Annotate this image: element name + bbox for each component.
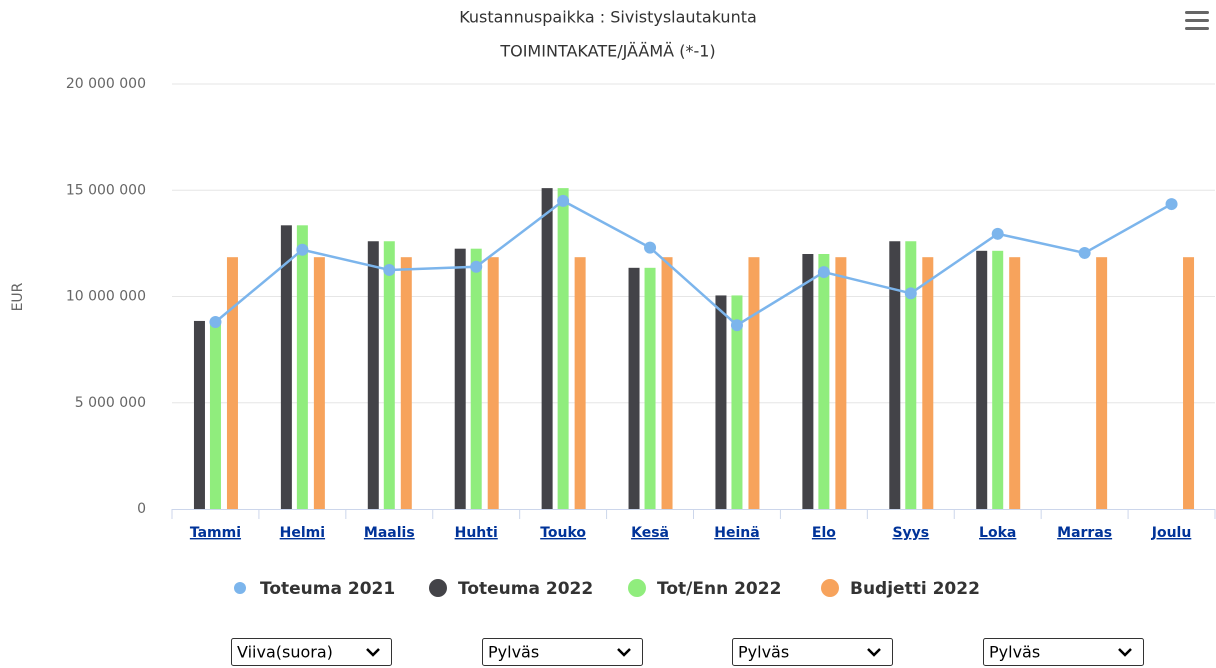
dropdown-value: Pylväs <box>488 643 539 662</box>
legend-label: Budjetti 2022 <box>850 579 980 599</box>
dropdown-chevron <box>1118 648 1132 657</box>
bar <box>1096 257 1108 509</box>
bar <box>992 250 1004 509</box>
bar <box>715 295 727 509</box>
menu-bar <box>1185 27 1209 30</box>
point <box>1165 198 1178 211</box>
x-tick-label[interactable]: Heinä <box>714 525 759 541</box>
x-tick-label[interactable]: Tammi <box>190 525 241 541</box>
dropdown-box <box>983 638 1144 666</box>
bar <box>470 248 482 509</box>
point <box>1078 246 1091 259</box>
x-tick-label[interactable]: Elo <box>812 525 836 541</box>
legend-item[interactable]: Toteuma 2021 <box>234 579 395 599</box>
legend-label: Toteuma 2021 <box>260 579 395 599</box>
bar <box>574 257 586 509</box>
bar <box>835 257 847 509</box>
bar <box>889 241 901 509</box>
dropdown-box <box>482 638 643 666</box>
bar <box>280 225 292 509</box>
y-tick-label: 15 000 000 <box>66 182 146 198</box>
bar <box>193 320 205 509</box>
bar <box>628 267 640 509</box>
line <box>214 199 1173 327</box>
legend-marker <box>234 582 246 594</box>
bar <box>661 257 673 509</box>
bar <box>454 248 466 509</box>
bar <box>802 254 814 509</box>
y-tick-label: 10 000 000 <box>66 289 146 305</box>
point <box>644 241 657 254</box>
bar <box>367 241 379 509</box>
bar <box>557 188 569 509</box>
dropdown-chevron <box>867 648 881 657</box>
dropdown-value: Pylväs <box>738 643 789 662</box>
dropdown-chevron <box>366 648 380 657</box>
dropdown-value: Pylväs <box>989 643 1040 662</box>
x-tick-label[interactable]: Joulu <box>1151 525 1192 541</box>
bar <box>644 267 656 509</box>
legend-label: Tot/Enn 2022 <box>657 579 781 599</box>
point <box>383 263 396 276</box>
bar <box>383 241 395 509</box>
legend-item[interactable]: Toteuma 2022 <box>429 579 593 599</box>
legend-marker <box>628 579 646 597</box>
bar <box>1009 257 1021 509</box>
bar <box>905 241 917 509</box>
chart-subtitle: TOIMINTAKATE/JÄÄMÄ (*-1) <box>499 42 715 61</box>
x-tick-label[interactable]: Syys <box>892 525 929 541</box>
bar <box>818 254 830 509</box>
dropdown[interactable]: Pylväs <box>983 638 1144 666</box>
x-tick-label[interactable]: Helmi <box>280 525 325 541</box>
menu-bar <box>1185 11 1209 14</box>
bar <box>922 257 934 509</box>
legend-item[interactable]: Budjetti 2022 <box>821 579 980 599</box>
bar <box>541 188 553 509</box>
x-tick-label[interactable]: Loka <box>979 525 1016 541</box>
legend-label: Toteuma 2022 <box>458 579 593 599</box>
chart-title: Kustannuspaikka : Sivistyslautakunta <box>459 8 757 27</box>
bar <box>731 295 743 509</box>
point <box>730 319 743 332</box>
bar <box>976 250 988 509</box>
point <box>296 243 309 256</box>
bar <box>748 257 760 509</box>
legend-marker <box>821 579 839 597</box>
legend-item[interactable]: Tot/Enn 2022 <box>628 579 781 599</box>
x-tick-label[interactable]: Maalis <box>364 525 415 541</box>
menu-button[interactable] <box>1185 11 1209 30</box>
bar <box>400 257 412 509</box>
y-axis-label: EUR <box>10 282 26 311</box>
bar <box>296 225 308 509</box>
bar <box>487 257 499 509</box>
bar <box>209 320 221 509</box>
bar <box>1183 257 1195 509</box>
dropdown-chevron <box>617 648 631 657</box>
dropdown-value: Viiva(suora) <box>237 643 333 662</box>
dropdown-box <box>732 638 893 666</box>
x-tick-label[interactable]: Kesä <box>631 525 669 541</box>
x-tick-label[interactable]: Touko <box>540 525 586 541</box>
legend-marker <box>429 579 447 597</box>
dropdown[interactable]: Viiva(suora) <box>231 638 392 666</box>
point <box>470 260 483 273</box>
y-tick-label: 20 000 000 <box>66 76 146 92</box>
x-tick-label[interactable]: Huhti <box>455 525 498 541</box>
y-tick-label: 0 <box>137 501 146 517</box>
y-tick-label: 5 000 000 <box>75 395 146 411</box>
point <box>991 227 1004 240</box>
dropdown-box <box>231 638 392 666</box>
point <box>209 316 222 328</box>
dropdown[interactable]: Pylväs <box>732 638 893 666</box>
x-tick-label[interactable]: Marras <box>1057 525 1112 541</box>
menu-bar <box>1185 19 1209 22</box>
point <box>557 194 570 207</box>
bar <box>313 257 325 509</box>
point <box>817 266 830 279</box>
point <box>904 287 917 300</box>
dropdown[interactable]: Pylväs <box>482 638 643 666</box>
bar <box>226 257 238 509</box>
